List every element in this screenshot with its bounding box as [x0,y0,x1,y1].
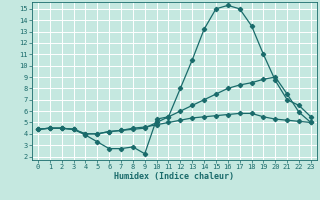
X-axis label: Humidex (Indice chaleur): Humidex (Indice chaleur) [115,172,234,181]
